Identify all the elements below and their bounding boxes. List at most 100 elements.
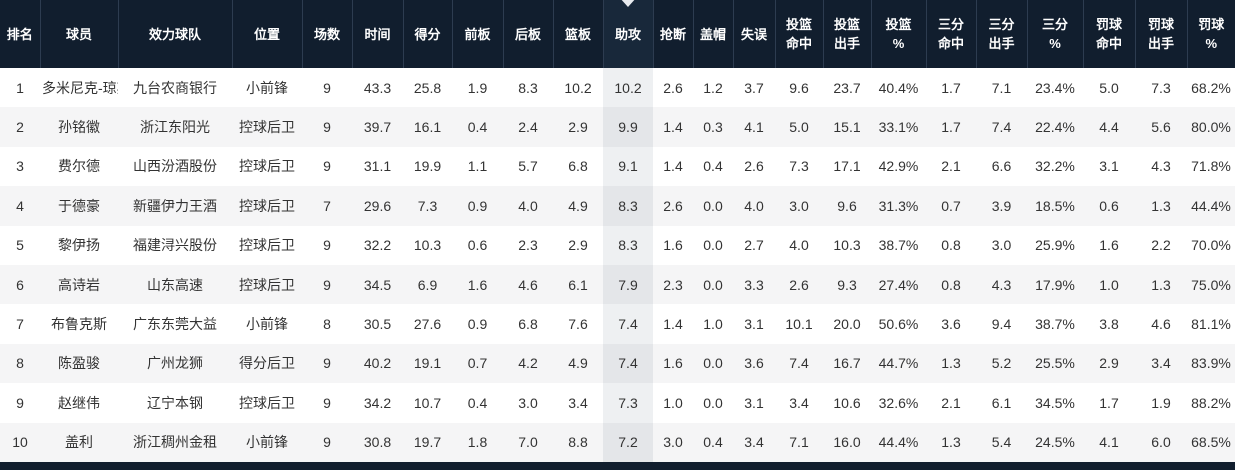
cell-rank: 9 xyxy=(16,394,24,411)
cell-fgm: 9.6 xyxy=(789,79,809,96)
cell-rank: 6 xyxy=(16,276,24,293)
player-row: 10 盖利 浙江稠州金租 小前锋 9 30.8 19.7 1.8 7.0 8.8 7.2 3.0 0.4… xyxy=(0,422,1235,462)
cell-games: 8 xyxy=(323,316,331,333)
column-header-label: 三分 xyxy=(1041,17,1068,32)
column-header-ftm[interactable]: 罚球 命中 xyxy=(1082,0,1135,68)
cell-minutes: 39.7 xyxy=(363,119,392,136)
cell-ast: 7.4 xyxy=(603,304,653,344)
cell-reb: 3.4 xyxy=(568,394,588,411)
cell-reb: 2.9 xyxy=(568,237,588,254)
cell-ftp: 80.0% xyxy=(1191,119,1231,136)
cell-tpa: 7.1 xyxy=(991,79,1012,96)
column-header-fgm[interactable]: 投篮 命中 xyxy=(774,0,823,68)
cell-fgp: 38.7% xyxy=(878,237,919,254)
column-header-fga[interactable]: 投篮 出手 xyxy=(822,0,871,68)
cell-tov: 4.1 xyxy=(744,119,764,136)
cell-tov: 2.7 xyxy=(744,237,764,254)
cell-tpa: 5.4 xyxy=(991,434,1012,451)
cell-stl: 1.6 xyxy=(663,355,683,372)
column-header-position[interactable]: 位置 xyxy=(231,0,302,68)
column-header-blk[interactable]: 盖帽 xyxy=(692,0,733,68)
column-header-label: 投篮 xyxy=(833,17,860,32)
cell-player: 盖利 xyxy=(65,434,93,451)
cell-points: 19.9 xyxy=(413,158,442,175)
cell-tpm: 2.1 xyxy=(941,158,961,175)
cell-reb: 4.9 xyxy=(568,197,588,214)
cell-fga: 10.6 xyxy=(833,394,861,411)
column-header-label: % xyxy=(1205,36,1218,51)
column-header-ftp[interactable]: 罚球% xyxy=(1186,0,1235,68)
cell-fgp: 42.9% xyxy=(878,158,919,175)
cell-games: 9 xyxy=(323,79,331,96)
cell-fgm: 3.4 xyxy=(789,394,809,411)
cell-ast: 7.3 xyxy=(603,383,653,423)
cell-tpm: 1.7 xyxy=(941,79,961,96)
cell-points: 19.1 xyxy=(413,355,442,372)
cell-tov: 3.4 xyxy=(744,434,764,451)
column-header-reb[interactable]: 篮板 xyxy=(552,0,603,68)
column-header-dreb[interactable]: 后板 xyxy=(502,0,553,68)
cell-minutes: 32.2 xyxy=(363,237,392,254)
cell-tov: 4.0 xyxy=(744,197,764,214)
column-header-games[interactable]: 场数 xyxy=(301,0,352,68)
column-header-tpa[interactable]: 三分 出手 xyxy=(975,0,1027,68)
cell-ftp: 71.8% xyxy=(1191,158,1231,175)
column-header-tpp[interactable]: 三分% xyxy=(1026,0,1083,68)
cell-tov: 3.1 xyxy=(744,316,764,333)
cell-blk: 0.0 xyxy=(703,394,723,411)
column-header-label: 罚球 xyxy=(1147,17,1174,32)
cell-stl: 2.6 xyxy=(663,197,683,214)
cell-fga: 16.7 xyxy=(833,355,861,372)
cell-stl: 1.6 xyxy=(663,237,683,254)
cell-oreb: 0.4 xyxy=(467,119,488,136)
cell-games: 9 xyxy=(323,237,331,254)
cell-ftp: 68.2% xyxy=(1191,79,1231,96)
cell-minutes: 31.1 xyxy=(363,158,392,175)
column-header-rank[interactable]: 排名 xyxy=(0,0,40,68)
cell-stl: 1.0 xyxy=(663,394,683,411)
column-header-fgp[interactable]: 投篮% xyxy=(870,0,926,68)
cell-position: 控球后卫 xyxy=(239,197,295,214)
column-header-player[interactable]: 球员 xyxy=(39,0,118,68)
cell-tpp: 38.7% xyxy=(1035,316,1075,333)
cell-ast: 8.3 xyxy=(603,225,653,265)
cell-player: 多米尼克-琼斯 xyxy=(42,79,118,96)
cell-tov: 3.1 xyxy=(744,394,764,411)
column-header-stl[interactable]: 抢断 xyxy=(652,0,693,68)
cell-points: 10.7 xyxy=(413,394,442,411)
cell-position: 得分后卫 xyxy=(239,355,295,372)
cell-points: 19.7 xyxy=(413,434,442,451)
player-row: 8 陈盈骏 广州龙狮 得分后卫 9 40.2 19.1 0.7 4.2 4.9 7.4 1.6 0.0 3… xyxy=(0,343,1235,384)
cell-minutes: 29.6 xyxy=(363,197,392,214)
cell-tpm: 0.7 xyxy=(941,197,961,214)
cell-ast: 7.9 xyxy=(603,264,653,305)
cell-tov: 3.7 xyxy=(744,79,764,96)
cell-position: 控球后卫 xyxy=(239,394,295,411)
cell-reb: 6.8 xyxy=(568,158,588,175)
cell-rank: 7 xyxy=(16,316,24,333)
column-header-label: 场数 xyxy=(313,26,340,42)
column-header-points[interactable]: 得分 xyxy=(402,0,452,68)
cell-ftp: 44.4% xyxy=(1191,197,1231,214)
cell-rank: 8 xyxy=(16,355,24,372)
cell-minutes: 30.8 xyxy=(363,434,392,451)
cell-tpp: 25.9% xyxy=(1035,237,1075,254)
column-header-tpm[interactable]: 三分 命中 xyxy=(925,0,976,68)
column-header-label: 失误 xyxy=(740,26,767,42)
cell-minutes: 34.5 xyxy=(363,276,392,293)
cell-tpm: 1.3 xyxy=(941,355,961,372)
column-header-label: % xyxy=(1049,36,1061,51)
column-header-minutes[interactable]: 时间 xyxy=(351,0,403,68)
cell-reb: 2.9 xyxy=(568,119,588,136)
column-header-oreb[interactable]: 前板 xyxy=(451,0,503,68)
column-header-team[interactable]: 效力球队 xyxy=(117,0,232,68)
column-header-fta[interactable]: 罚球 出手 xyxy=(1134,0,1187,68)
table-header-row: 排名 球员 效力球队 位置 场数 时间 得分 前板 后板 篮板 助攻 抢断 盖帽 失误 投篮 命中 投篮 出手 投篮… xyxy=(0,0,1235,68)
cell-fta: 1.3 xyxy=(1151,276,1171,293)
cell-oreb: 0.9 xyxy=(467,316,488,333)
column-header-tov[interactable]: 失误 xyxy=(732,0,775,68)
cell-oreb: 0.4 xyxy=(467,394,488,411)
column-header-ast[interactable]: 助攻 xyxy=(602,0,653,68)
cell-games: 9 xyxy=(323,158,331,175)
